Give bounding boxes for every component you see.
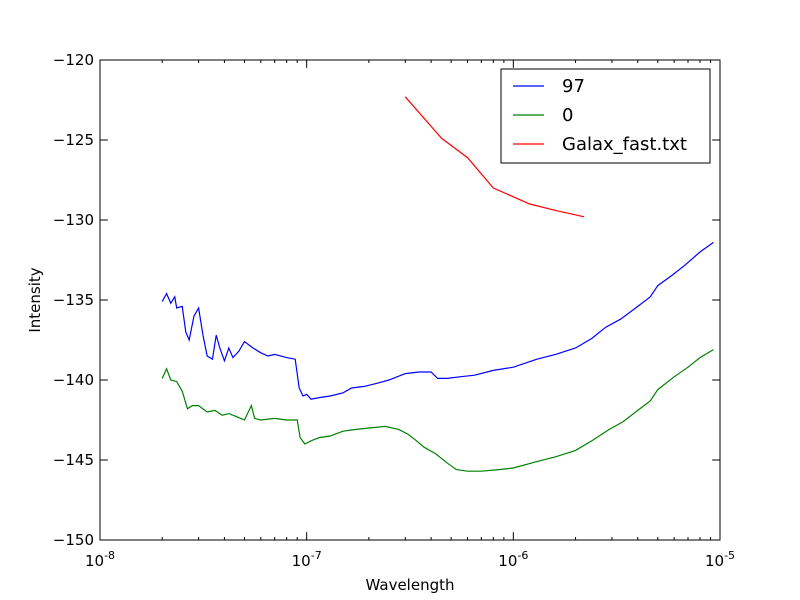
x-tick-label-base-1: 10 <box>292 552 311 570</box>
y-tick-label-0: −150 <box>53 531 94 549</box>
x-tick-label-exp-0: -8 <box>104 549 115 562</box>
ticks-layer: 10-8 10-7 10-6 10-5−150−145−140−135−130−125… <box>53 51 735 570</box>
legend-box <box>500 68 711 164</box>
x-axis-label: Wavelength <box>366 576 455 594</box>
legend-label-1: 0 <box>562 105 573 126</box>
x-tick-label-2: 10-6 <box>498 549 528 570</box>
x-tick-label-1: 10-7 <box>292 549 322 570</box>
y-tick-label-1: −145 <box>53 451 94 469</box>
y-axis-label: Intensity <box>26 267 44 332</box>
y-tick-label-4: −130 <box>53 211 94 229</box>
x-tick-label-0: 10-8 <box>85 549 115 570</box>
x-tick-label-exp-3: -5 <box>724 549 735 562</box>
series-line-2 <box>404 96 585 218</box>
x-tick-label-exp-2: -6 <box>517 549 528 562</box>
x-tick-label-exp-1: -7 <box>311 549 322 562</box>
legend: 97 0 Galax_fast.txt <box>500 68 711 164</box>
x-tick-label-base-0: 10 <box>85 552 104 570</box>
x-tick-label-base-2: 10 <box>498 552 517 570</box>
series-layer <box>161 96 714 472</box>
y-tick-label-5: −125 <box>53 131 94 149</box>
y-tick-label-3: −135 <box>53 291 94 309</box>
y-tick-label-2: −140 <box>53 371 94 389</box>
x-tick-label-3: 10-5 <box>705 549 735 570</box>
series-line-0 <box>161 241 714 400</box>
series-line-1 <box>161 349 714 472</box>
x-tick-label-base-3: 10 <box>705 552 724 570</box>
legend-label-2: Galax_fast.txt <box>562 134 687 155</box>
y-tick-label-6: −120 <box>53 51 94 69</box>
legend-label-0: 97 <box>562 76 585 97</box>
